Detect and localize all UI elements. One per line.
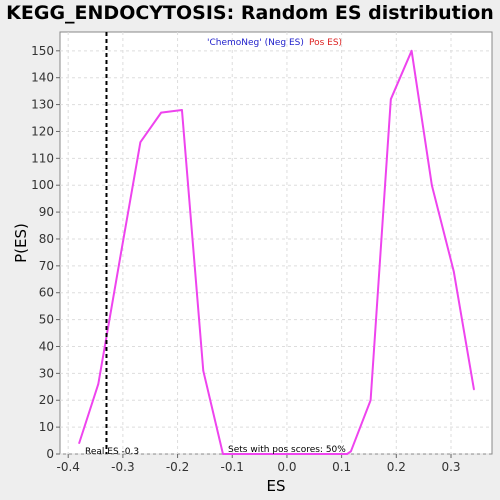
data-point [97, 383, 100, 385]
x-tick-label: 0.1 [332, 460, 351, 474]
x-tick-label: -0.2 [166, 460, 189, 474]
data-point [350, 450, 352, 453]
legend-neg-es: 'ChemoNeg' (Neg ES) [207, 38, 304, 48]
data-point [119, 256, 121, 259]
y-tick-label: 150 [31, 44, 54, 58]
y-tick-label: 120 [31, 124, 54, 138]
y-tick-label: 100 [31, 178, 54, 192]
data-point [78, 442, 80, 445]
x-tick-label: 0.3 [441, 460, 460, 474]
data-point [369, 399, 372, 402]
data-point [410, 50, 413, 52]
y-axis: 0 10 20 30 40 50 60 70 80 90 100 110 120 130 140 150 [31, 44, 60, 461]
plot-area [59, 31, 493, 455]
y-tick-label: 140 [31, 71, 54, 85]
chart-title: KEGG_ENDOCYTOSIS: Random ES distribution [6, 2, 494, 24]
data-point [390, 98, 392, 100]
data-points [78, 50, 475, 455]
x-tick-label: 0.0 [277, 460, 296, 474]
y-tick-label: 10 [39, 420, 54, 434]
y-tick-label: 0 [46, 447, 54, 461]
data-point [139, 141, 142, 144]
x-tick-label: -0.1 [221, 460, 244, 474]
y-axis-label: P(ES) [12, 223, 30, 263]
data-point [181, 109, 183, 111]
y-tick-label: 110 [31, 151, 54, 165]
data-point [202, 369, 205, 372]
x-tick-label: -0.3 [111, 460, 134, 474]
data-point [222, 453, 224, 455]
y-tick-label: 70 [39, 259, 54, 273]
data-point [160, 111, 162, 114]
y-tick-label: 40 [39, 339, 54, 353]
x-axis-label: ES [267, 477, 286, 495]
data-point [431, 184, 433, 187]
legend-pos-es: Pos ES) [309, 38, 342, 48]
y-tick-label: 90 [39, 205, 54, 219]
x-tick-label: 0.2 [387, 460, 406, 474]
y-tick-label: 50 [39, 313, 54, 327]
data-point [452, 270, 455, 273]
data-point [473, 388, 475, 391]
data-point [346, 453, 348, 455]
y-tick-label: 20 [39, 393, 54, 407]
x-tick-label: -0.4 [56, 460, 79, 474]
pos-scores-label: Sets with pos scores: 50% [228, 445, 346, 455]
real-es-label: Real ES -0.3 [85, 447, 139, 457]
y-tick-label: 80 [39, 232, 54, 246]
x-axis: -0.4 -0.3 -0.2 -0.1 0.0 0.1 0.2 0.3 [56, 454, 461, 474]
y-tick-label: 60 [39, 286, 54, 300]
y-tick-label: 30 [39, 366, 54, 380]
series-line [78, 49, 475, 455]
y-tick-label: 130 [31, 98, 54, 112]
